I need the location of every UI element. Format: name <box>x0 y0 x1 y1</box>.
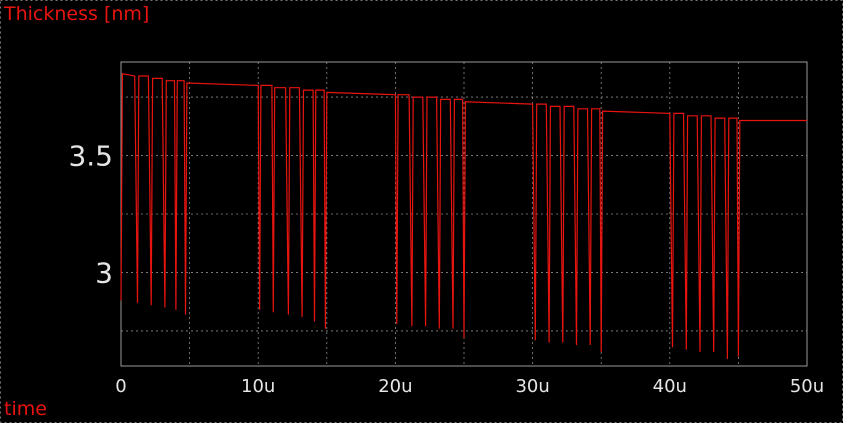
tick-labels: 0 10u 20u 30u 40u 50u 3.5 3 <box>68 140 824 397</box>
y-tick-label: 3 <box>95 256 113 289</box>
x-tick-label: 40u <box>653 376 687 397</box>
x-tick-label: 10u <box>241 376 275 397</box>
series-line-thickness <box>120 72 807 360</box>
x-tick-label: 50u <box>790 376 824 397</box>
x-tick-label: 30u <box>515 376 549 397</box>
y-tick-label: 3.5 <box>68 140 113 173</box>
y-axis-label: Thickness [nm] <box>4 3 150 25</box>
x-tick-label: 20u <box>378 376 412 397</box>
x-tick-label: 0 <box>115 376 126 397</box>
x-axis-label: time <box>4 398 47 420</box>
